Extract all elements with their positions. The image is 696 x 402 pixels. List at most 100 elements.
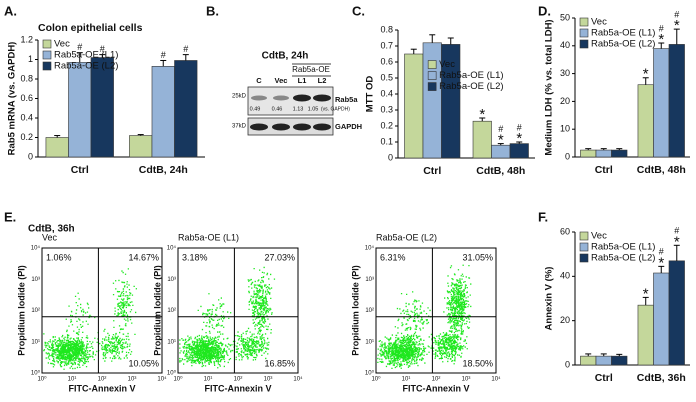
y-axis-label: Rab5 mRNA (vs. GAPDH): [7, 42, 18, 156]
bar: [611, 355, 628, 366]
y-tick-label: 60: [560, 226, 570, 236]
significance-mark: *: [674, 17, 680, 34]
x-tick-label: CdtB, 36h: [637, 372, 686, 384]
bar-chart: MTT OD 0 0.1 0.2 0.3 0.4 0.5 0.6 0.7 0.8 Ctrl CdtB,…: [365, 24, 535, 177]
quadrant-percent: 1.06%: [46, 252, 72, 262]
significance-mark: #: [161, 50, 166, 60]
ratio: 0.49: [250, 106, 261, 112]
quadrant-percent: 16.85%: [264, 358, 295, 368]
significance-mark: #: [674, 226, 679, 236]
y-axis-label: Medium LDH (% vs. total LDH): [544, 19, 555, 155]
legend-label: Rab5a-OE (L2): [591, 253, 655, 264]
y-tick-label: 0.2: [380, 120, 393, 130]
bar: [653, 48, 670, 158]
significance-mark: *: [516, 130, 522, 147]
y-tick-label: 0.6: [380, 56, 393, 66]
y-tick-label: 10⁰: [167, 370, 177, 377]
panel-label: F.: [538, 209, 548, 224]
x-tick-label: 10⁰: [371, 376, 381, 383]
x-tick-label: Ctrl: [423, 165, 441, 177]
x-tick-label: 10²: [432, 377, 441, 383]
y-tick-label: 10²: [365, 308, 374, 314]
significance-mark: #: [183, 44, 188, 54]
y-tick-label: 0.5: [380, 72, 393, 82]
dot-cloud: [43, 268, 138, 370]
legend-label: Rab5a-OE (L2): [54, 61, 118, 72]
bar: [611, 149, 628, 158]
band: [313, 94, 331, 102]
legend-swatch: [579, 39, 589, 49]
x-tick-label: 10³: [462, 377, 471, 383]
y-axis-label: Propidium Iodide (PI): [16, 265, 26, 356]
bar: [90, 57, 114, 158]
y-tick-label: 0.4: [380, 88, 393, 98]
x-tick-label: 10⁴: [491, 376, 501, 383]
y-tick-label: 10¹: [365, 339, 374, 345]
legend-swatch: [427, 60, 437, 69]
significance-mark: *: [658, 31, 664, 48]
quadrant-percent: 14.67%: [128, 252, 159, 262]
flow-title: CdtB, 36h: [28, 224, 75, 235]
legend-label: Rab5a-OE (L2): [591, 39, 655, 50]
bar: [129, 135, 153, 158]
bar: [472, 120, 492, 159]
y-tick-label: 10³: [365, 277, 374, 283]
bar-chart: Medium LDH (% vs. total LDH) 0 10 20 30 40 50 C…: [544, 9, 690, 176]
legend-swatch: [42, 50, 52, 60]
bar: [580, 149, 597, 158]
bar: [404, 53, 424, 159]
legend-label: Rab5a-OE (L1): [54, 50, 118, 61]
bar: [668, 260, 685, 366]
panel-label: E.: [4, 209, 16, 224]
band-label: GAPDH: [335, 122, 362, 131]
y-tick-label: 10⁰: [31, 370, 41, 377]
significance-mark: #: [100, 44, 105, 54]
legend-swatch: [579, 28, 589, 38]
significance-mark: *: [643, 285, 649, 302]
significance-mark: *: [658, 254, 664, 271]
band: [251, 95, 267, 101]
y-tick-label: 0: [28, 151, 33, 161]
y-tick-label: 0.2: [20, 132, 33, 142]
y-tick-label: 1.2: [20, 34, 33, 44]
y-tick-label: 10³: [167, 277, 176, 283]
significance-mark: #: [674, 9, 679, 19]
x-tick-label: CdtB, 48h: [476, 165, 525, 177]
y-tick-label: 50: [560, 12, 570, 22]
blot-title: CdtB, 24h: [262, 51, 309, 62]
y-tick-label: 40: [560, 271, 570, 281]
legend-label: Vec: [591, 231, 607, 242]
y-tick-label: 0: [565, 359, 570, 369]
y-tick-label: 10⁰: [365, 370, 375, 377]
ratio: 1.13: [293, 106, 304, 112]
plot-name: Vec: [42, 232, 58, 242]
legend-label: Rab5a-OE (L1): [591, 28, 655, 39]
y-tick-label: 30: [560, 68, 570, 78]
y-tick-label: 40: [560, 40, 570, 50]
blot-group: Rab5a-OE: [292, 65, 330, 74]
y-tick-label: 10³: [31, 277, 40, 283]
significance-mark: #: [498, 124, 503, 134]
band: [293, 94, 311, 102]
y-tick-label: 0.4: [20, 112, 33, 122]
quadrant-percent: 27.03%: [264, 252, 295, 262]
significance-mark: #: [659, 247, 664, 257]
x-tick-label: 10⁴: [293, 376, 303, 383]
y-tick-label: 0.7: [380, 40, 393, 50]
y-tick-label: 10⁴: [365, 245, 375, 252]
y-axis-label: Propidium Iodide (PI): [152, 265, 162, 356]
y-axis-label: Propidium Iodide (PI): [350, 265, 360, 356]
quadrant-percent: 6.31%: [380, 252, 406, 262]
bar: [637, 84, 654, 158]
ratio-note: (vs. GAPDH): [321, 106, 350, 112]
panel-label: C.: [352, 3, 365, 18]
y-tick-label: 10²: [31, 308, 40, 314]
y-axis-label: Annexin V (%): [544, 267, 555, 331]
band: [313, 123, 331, 131]
legend-label: Vec: [591, 17, 607, 28]
band: [272, 123, 290, 131]
